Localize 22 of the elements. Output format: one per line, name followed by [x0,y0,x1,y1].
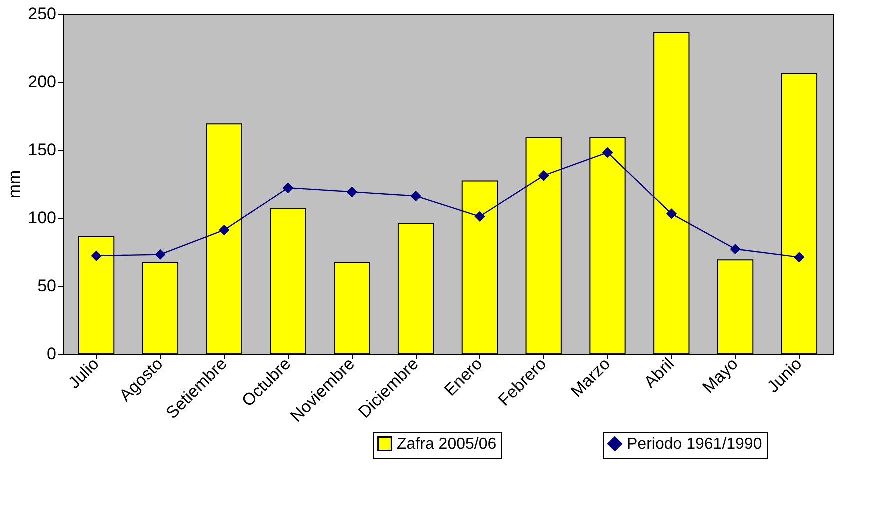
y-axis-title: mm [5,170,24,199]
x-tick-label: Julio [64,354,103,393]
legend-label: Periodo 1961/1990 [627,436,762,453]
point [666,209,677,219]
point [219,225,230,236]
y-tick-label: 250 [28,4,56,24]
y-tick-label: 0 [47,344,56,364]
y-tick-label: 200 [28,72,56,92]
point [156,250,166,260]
point [92,251,102,261]
point [538,170,549,181]
y-tick-label: 150 [28,140,56,160]
point [347,187,358,198]
y-tick-label: 100 [28,208,56,228]
point [730,244,740,254]
y-tick-label: 50 [38,276,56,296]
point [475,212,485,222]
point [411,191,421,202]
point [283,183,294,193]
point [794,252,804,262]
legend-label: Zafra 2005/06 [397,436,497,453]
point [602,148,613,158]
